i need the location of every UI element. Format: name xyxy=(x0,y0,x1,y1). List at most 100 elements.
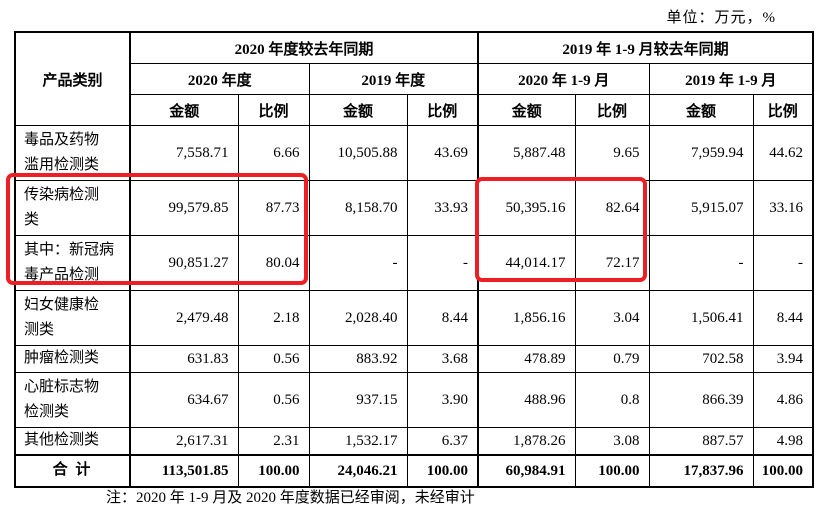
value-cell: 6.37 xyxy=(406,427,479,456)
value-cell: 87.73 xyxy=(237,180,310,236)
value-cell: 5,915.07 xyxy=(648,180,754,236)
value-cell: 2,028.40 xyxy=(308,290,408,346)
value-cell: 9.65 xyxy=(574,125,650,181)
category-cell: 肿瘤检测类 xyxy=(14,345,131,373)
col-header-amount: 金额 xyxy=(129,94,239,126)
col-group-2020-annual-vs-prior: 2020 年度较去年同期 xyxy=(129,31,479,64)
value-cell: 44.62 xyxy=(752,125,814,181)
col-header-2020-annual: 2020 年度 xyxy=(129,63,310,95)
table-body: 毒品及药物 滥用检测类 7,558.71 6.66 10,505.88 43.69 5,8… xyxy=(14,125,814,488)
header-row-measures: 金额 比例 金额 比例 金额 比例 金额 比例 xyxy=(15,94,814,126)
col-header-amount: 金额 xyxy=(648,94,754,126)
value-cell: 937.15 xyxy=(308,372,408,428)
value-cell: 4.98 xyxy=(752,427,814,456)
value-cell: 4.86 xyxy=(752,372,814,428)
value-cell: 3.08 xyxy=(574,427,650,456)
table-row: 妇女健康检 测类 2,479.48 2.18 2,028.40 8.44 1,856.16… xyxy=(14,290,814,346)
category-cell: 传染病检测 类 xyxy=(14,180,131,236)
col-header-ratio: 比例 xyxy=(406,94,479,126)
value-cell: 17,837.96 xyxy=(648,454,754,488)
value-cell: 0.56 xyxy=(237,345,310,373)
table-row: 传染病检测 类 99,579.85 87.73 8,158.70 33.93 50,395… xyxy=(14,180,814,236)
value-cell: 8.44 xyxy=(406,290,479,346)
financial-table: 产品类别 2020 年度较去年同期 2019 年 1-9 月较去年同期 2020… xyxy=(14,31,815,488)
category-cell: 其他检测类 xyxy=(14,427,131,456)
value-cell: 631.83 xyxy=(129,345,239,373)
value-cell: 33.93 xyxy=(406,180,479,236)
value-cell: 1,878.26 xyxy=(477,427,576,456)
col-header-product-category: 产品类别 xyxy=(14,31,131,126)
category-cell: 心脏标志物 检测类 xyxy=(14,372,131,428)
header-row-groups: 产品类别 2020 年度较去年同期 2019 年 1-9 月较去年同期 xyxy=(14,31,814,126)
value-cell: 60,984.91 xyxy=(477,454,576,488)
col-header-2019-9m: 2019 年 1-9 月 xyxy=(648,63,814,95)
value-cell: 2,479.48 xyxy=(129,290,239,346)
value-cell: 1,532.17 xyxy=(308,427,408,456)
col-header-amount: 金额 xyxy=(477,94,576,126)
value-cell: 5,887.48 xyxy=(477,125,576,181)
table-header: 产品类别 2020 年度较去年同期 2019 年 1-9 月较去年同期 2020… xyxy=(14,31,814,126)
table-row: 毒品及药物 滥用检测类 7,558.71 6.66 10,505.88 43.69 5,8… xyxy=(14,125,814,181)
value-cell: - xyxy=(406,235,479,291)
table-row: 其中：新冠病 毒产品检测 90,851.27 80.04- -44,014.17 72.… xyxy=(14,235,814,291)
value-cell: 33.16 xyxy=(752,180,814,236)
value-cell: 3.94 xyxy=(752,345,814,373)
value-cell: 80.04 xyxy=(237,235,310,291)
value-cell: 0.8 xyxy=(574,372,650,428)
value-cell: 43.69 xyxy=(406,125,479,181)
value-cell: 3.04 xyxy=(574,290,650,346)
value-cell: 100.00 xyxy=(237,454,310,488)
category-cell: 妇女健康检 测类 xyxy=(14,290,131,346)
value-cell: - xyxy=(648,235,754,291)
value-cell: 7,959.94 xyxy=(648,125,754,181)
value-cell: 7,558.71 xyxy=(129,125,239,181)
value-cell: 50,395.16 xyxy=(477,180,576,236)
unit-label: 单位：万元，% xyxy=(666,10,776,26)
category-cell: 毒品及药物 滥用检测类 xyxy=(14,125,131,181)
table-row: 其他检测类 2,617.31 2.31 1,532.17 6.37 1,878.26 3.0… xyxy=(14,427,814,456)
category-cell: 合 计 xyxy=(14,454,131,488)
value-cell: 702.58 xyxy=(648,345,754,373)
value-cell: 113,501.85 xyxy=(129,454,239,488)
value-cell: 2.31 xyxy=(237,427,310,456)
value-cell: 3.90 xyxy=(406,372,479,428)
col-header-ratio: 比例 xyxy=(574,94,650,126)
table-row: 肿瘤检测类 631.83 0.56 883.92 3.68 478.89 0.79 702.5… xyxy=(14,345,814,373)
col-header-amount: 金额 xyxy=(308,94,408,126)
value-cell: 887.57 xyxy=(648,427,754,456)
value-cell: 3.68 xyxy=(406,345,479,373)
col-header-2020-9m: 2020 年 1-9 月 xyxy=(477,63,650,95)
value-cell: 1,856.16 xyxy=(477,290,576,346)
total-row: 合 计 113,501.85 100.00 24,046.21 100.00 60,984… xyxy=(14,454,814,488)
value-cell: 2.18 xyxy=(237,290,310,346)
col-header-ratio: 比例 xyxy=(237,94,310,126)
value-cell: 100.00 xyxy=(574,454,650,488)
value-cell: - xyxy=(752,235,814,291)
value-cell: 866.39 xyxy=(648,372,754,428)
value-cell: 8.44 xyxy=(752,290,814,346)
value-cell: 478.89 xyxy=(477,345,576,373)
value-cell: 883.92 xyxy=(308,345,408,373)
col-header-2019-annual: 2019 年度 xyxy=(308,63,479,95)
header-row-periods: 2020 年度 2019 年度 2020 年 1-9 月 2019 年 1-9 … xyxy=(15,63,814,95)
value-cell: 100.00 xyxy=(406,454,479,488)
value-cell: - xyxy=(308,235,408,291)
table-row: 心脏标志物 检测类 634.67 0.56 937.15 3.90 488.96 0.8 86… xyxy=(14,372,814,428)
value-cell: 0.56 xyxy=(237,372,310,428)
value-cell: 100.00 xyxy=(752,454,814,488)
value-cell: 634.67 xyxy=(129,372,239,428)
footnote: 注：2020 年 1-9 月及 2020 年度数据已经审阅，未经审计 xyxy=(106,490,475,506)
value-cell: 8,158.70 xyxy=(308,180,408,236)
value-cell: 1,506.41 xyxy=(648,290,754,346)
value-cell: 99,579.85 xyxy=(129,180,239,236)
category-cell: 其中：新冠病 毒产品检测 xyxy=(14,235,131,291)
value-cell: 82.64 xyxy=(574,180,650,236)
value-cell: 0.79 xyxy=(574,345,650,373)
value-cell: 488.96 xyxy=(477,372,576,428)
value-cell: 24,046.21 xyxy=(308,454,408,488)
value-cell: 2,617.31 xyxy=(129,427,239,456)
col-group-2019-9m-vs-prior: 2019 年 1-9 月较去年同期 xyxy=(477,31,814,64)
value-cell: 44,014.17 xyxy=(477,235,576,291)
value-cell: 90,851.27 xyxy=(129,235,239,291)
